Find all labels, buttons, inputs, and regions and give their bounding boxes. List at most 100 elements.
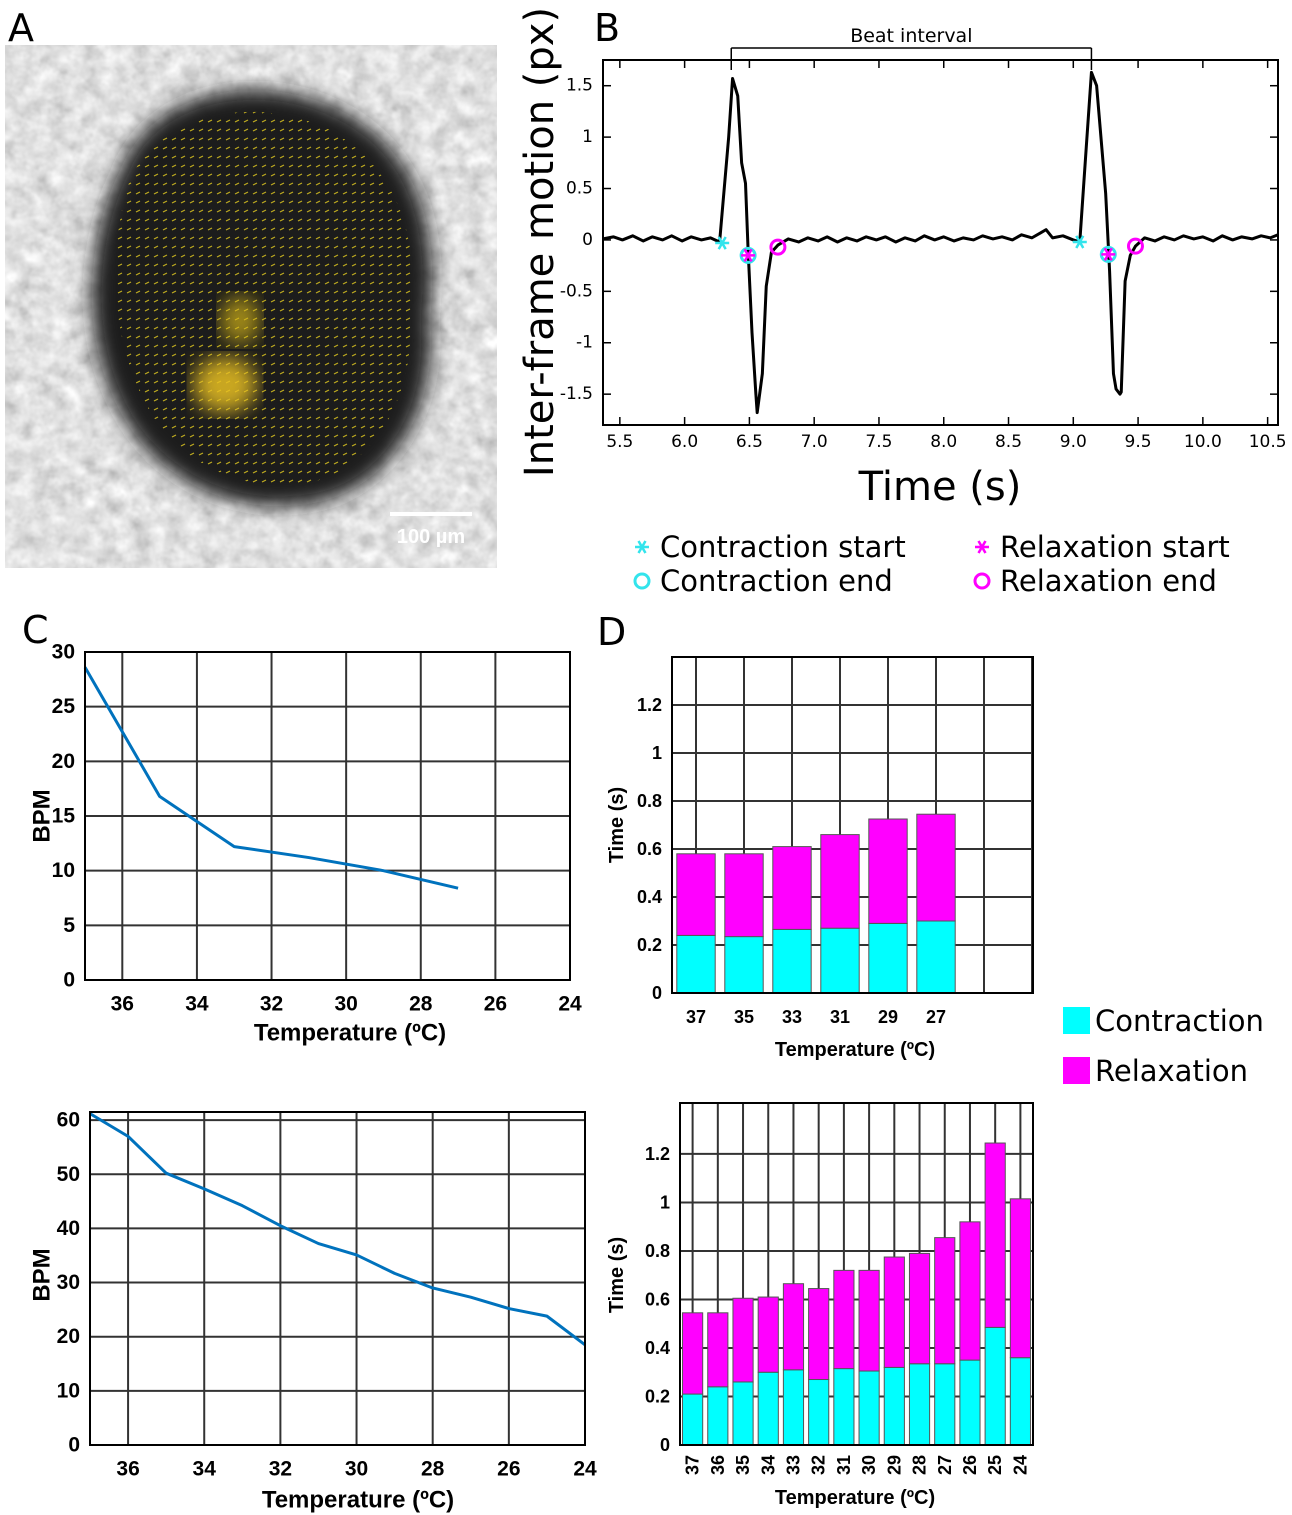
bar-segment <box>868 818 908 924</box>
data-line <box>89 1112 586 1347</box>
bar-segment <box>808 1379 830 1446</box>
x-tick-label: 6.0 <box>671 432 698 452</box>
legend-label: Contraction start <box>660 530 906 564</box>
bar-segment <box>1009 1198 1031 1359</box>
bar-segment <box>732 1297 754 1383</box>
marker <box>715 236 730 250</box>
x-tick-label: 32 <box>269 1458 292 1481</box>
x-tick-label: 34 <box>193 1458 217 1481</box>
y-tick-label: 30 <box>52 641 75 664</box>
y-tick-label: 10 <box>52 859 75 882</box>
x-tick-label: 28 <box>910 1455 930 1475</box>
plot-frame <box>671 656 1034 994</box>
bar-segment <box>682 1393 704 1446</box>
x-tick-label: 26 <box>497 1458 520 1481</box>
y-tick-label: 60 <box>57 1109 80 1132</box>
x-axis-label: Time (s) <box>858 464 1022 510</box>
x-tick-label: 27 <box>935 1455 955 1475</box>
y-tick-label: 0.6 <box>637 839 662 859</box>
marker <box>1126 237 1144 255</box>
marker <box>769 238 787 256</box>
bar-segment <box>676 934 716 994</box>
bar-segment <box>916 920 956 994</box>
bar-segment <box>959 1221 981 1361</box>
y-tick-label: -1 <box>576 333 593 353</box>
y-tick-label: 0.8 <box>637 791 662 811</box>
bar-segment <box>883 1366 905 1446</box>
x-tick-label: 36 <box>116 1458 139 1481</box>
y-axis-label: Time (s) <box>606 787 628 863</box>
x-tick-label: 32 <box>809 1455 829 1475</box>
x-tick-label: 8.5 <box>995 432 1022 452</box>
x-tick-label: 24 <box>1010 1455 1030 1475</box>
y-tick-label: -1.5 <box>560 384 593 404</box>
x-tick-label: 27 <box>926 1007 946 1027</box>
annotation: Beat interval <box>850 25 972 47</box>
y-tick-label: 10 <box>57 1379 80 1402</box>
y-tick-label: 20 <box>52 750 75 773</box>
y-tick-label: 0 <box>652 983 662 1003</box>
x-tick-label: 7.0 <box>801 432 828 452</box>
panel-label: C <box>22 608 49 652</box>
x-axis-label: Temperature (ºC) <box>775 1039 935 1061</box>
y-axis-label: Inter-frame motion (px) <box>517 7 563 477</box>
bar-segment <box>934 1363 956 1446</box>
x-tick-label: 34 <box>758 1455 778 1475</box>
y-tick-label: 1 <box>582 127 593 147</box>
bar-segment <box>1009 1357 1031 1446</box>
legend-label: Contraction end <box>660 564 893 598</box>
y-tick-label: 0.4 <box>645 1338 670 1358</box>
motion-hotspot <box>193 357 257 413</box>
motion-vectors <box>115 111 413 486</box>
bar-segment <box>772 928 812 994</box>
y-axis-label: BPM <box>29 1248 56 1301</box>
x-tick-label: 5.5 <box>606 432 633 452</box>
y-tick-label: 0.2 <box>637 935 662 955</box>
motion-hotspot <box>220 296 260 344</box>
y-tick-label: 0 <box>63 969 75 992</box>
y-tick-label: 1 <box>652 743 662 763</box>
bar-segment <box>858 1269 880 1372</box>
x-tick-label: 26 <box>484 993 507 1016</box>
y-tick-label: 0.6 <box>645 1289 670 1309</box>
x-tick-label: 36 <box>111 993 134 1016</box>
x-tick-label: 28 <box>421 1458 445 1481</box>
bar-segment <box>984 1326 1006 1446</box>
bar-segment <box>724 936 764 994</box>
x-axis-label: Temperature (ºC) <box>254 1020 446 1047</box>
bar-segment <box>724 853 764 938</box>
bar-segment <box>676 853 716 936</box>
y-axis-label: BPM <box>29 789 56 842</box>
x-tick-label: 35 <box>734 1007 754 1027</box>
y-tick-label: 1.2 <box>645 1144 670 1164</box>
legend-swatch <box>1063 1057 1090 1084</box>
bar-segment <box>820 834 860 929</box>
legend-symbol <box>635 540 649 554</box>
y-tick-label: 15 <box>52 805 76 828</box>
y-tick-label: 1.2 <box>637 695 662 715</box>
x-tick-label: 8.0 <box>930 432 957 452</box>
x-tick-label: 33 <box>782 1007 802 1027</box>
bar-segment <box>908 1363 931 1446</box>
legend-label: Relaxation <box>1095 1054 1248 1088</box>
x-tick-label: 9.5 <box>1125 432 1152 452</box>
x-tick-label: 34 <box>185 993 209 1016</box>
plot-frame <box>89 1111 586 1446</box>
data-line <box>602 70 1279 415</box>
bar-segment <box>959 1359 981 1446</box>
y-tick-label: 1 <box>660 1192 670 1212</box>
plot-frame <box>84 651 571 981</box>
x-tick-label: 30 <box>345 1458 368 1481</box>
y-tick-label: 0.5 <box>566 179 593 199</box>
x-tick-label: 10.0 <box>1184 432 1222 452</box>
x-tick-label: 7.5 <box>865 432 892 452</box>
bar-segment <box>782 1369 805 1446</box>
x-tick-label: 31 <box>830 1007 850 1027</box>
scale-bar-label: 100 µm <box>397 526 465 548</box>
x-tick-label: 24 <box>558 993 582 1016</box>
y-tick-label: 0 <box>660 1435 670 1455</box>
bar-segment <box>858 1370 880 1446</box>
bar-segment <box>916 813 956 922</box>
marker <box>1072 235 1087 249</box>
legend-label: Relaxation start <box>1000 530 1230 564</box>
